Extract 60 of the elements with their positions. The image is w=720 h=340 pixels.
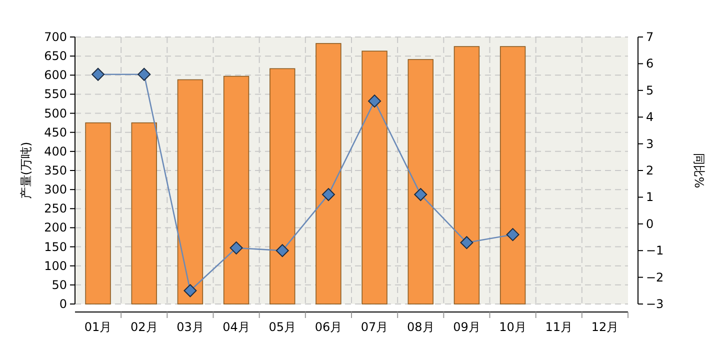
bar [177,79,204,304]
y2-tick-label: 1 [646,190,654,204]
y-tick-label: 0 [59,297,67,311]
x-tick-label: 07月 [360,320,388,334]
point [184,284,197,298]
point [92,68,105,81]
y-tick-label: 600 [44,68,67,82]
y-tick-label: 200 [44,220,67,235]
y-tick-label: 250 [44,202,67,216]
x-tick-label: 10月 [499,320,526,334]
y-axis-title: 产量(万吨) [19,142,33,200]
bar [500,46,526,304]
bar [223,76,250,304]
bar [454,46,480,304]
y2-tick-label: −3 [646,297,664,311]
y2-tick-label: −1 [646,244,664,258]
point [460,236,474,250]
x-tick-label: 02月 [130,320,158,334]
point [230,241,243,254]
point [368,94,382,108]
y-tick-label: 650 [44,49,67,64]
bar [270,68,296,304]
x-tick-label: 01月 [84,320,112,334]
bar [408,59,434,304]
y2-tick-label: 5 [646,83,654,98]
y-tick-label: 50 [52,278,67,292]
x-tick-label: 08月 [406,320,434,334]
y-tick-label: 400 [44,144,67,158]
y2-tick-label: 4 [646,110,654,124]
y2-tick-label: 6 [646,56,654,71]
bar [85,122,111,304]
y2-tick-label: 0 [646,216,654,231]
x-tick-label: 12月 [591,320,619,334]
bar [316,43,342,304]
y-tick-label: 700 [44,30,67,44]
y2-tick-label: 7 [646,30,654,44]
bar [362,50,388,304]
y2-tick-label: 2 [646,164,654,178]
point [138,68,151,81]
x-tick-label: 11月 [545,320,573,334]
x-tick-label: 03月 [176,320,204,334]
y-tick-label: 150 [44,240,67,254]
x-tick-label: 09月 [453,320,480,334]
y2-tick-label: −2 [646,270,664,284]
bar [131,122,157,304]
y-tick-label: 500 [44,106,67,120]
y2-tick-label: 3 [646,136,654,151]
y-tick-label: 100 [44,258,67,273]
point [414,188,428,202]
y-tick-label: 350 [44,164,67,178]
y-tick-label: 300 [44,182,67,197]
point [322,188,335,202]
y2-axis-title: 同比% [692,152,706,188]
point [276,244,289,258]
x-tick-label: 06月 [314,320,342,334]
y-tick-label: 550 [44,87,67,102]
point [506,228,520,242]
y-tick-label: 450 [44,125,67,140]
x-tick-label: 04月 [222,320,250,334]
x-tick-label: 05月 [268,320,296,334]
